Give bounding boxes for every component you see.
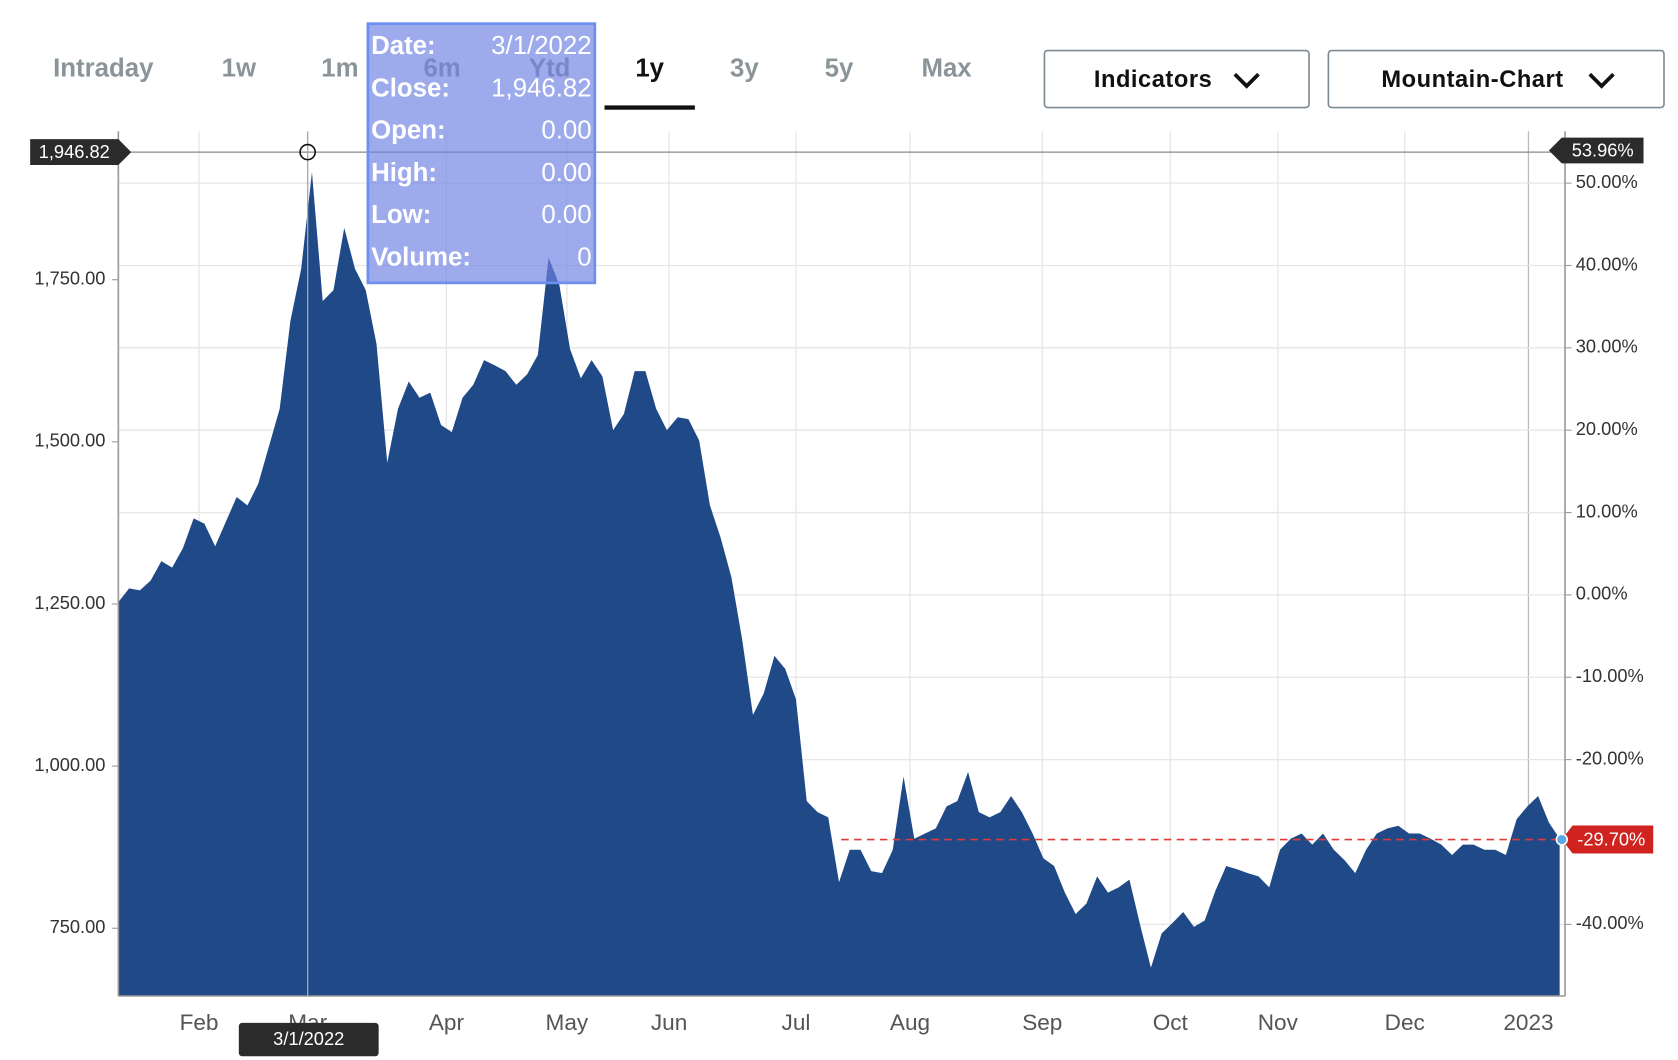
- axes: Feb Mar Apr May Jun Jul Aug Sep Oct Nov Dec 202350.…: [34, 131, 1644, 1035]
- x-tick-label: Feb: [180, 1010, 219, 1035]
- y-tick-label: 750.00: [50, 916, 106, 937]
- y2-tick-label: 30.00%: [1576, 336, 1638, 357]
- tooltip-value: 1,946.82: [491, 74, 591, 102]
- y2-tick-label: 0.00%: [1576, 583, 1628, 604]
- crosshair-price: 1,946.82: [39, 141, 110, 162]
- overlay: -29.70% 1,946.82 53.96% 3/1/2022 Date: 3/1/20…: [30, 22, 1654, 1057]
- x-tick-label: Jul: [782, 1010, 811, 1035]
- tooltip-value: 0.00: [541, 201, 591, 229]
- crosshair-date: 3/1/2022: [273, 1028, 344, 1049]
- x-tick-label: Oct: [1153, 1010, 1189, 1035]
- x-tick-label: Apr: [429, 1010, 465, 1035]
- crosshair-point: [299, 143, 316, 161]
- tab-underline: [604, 105, 695, 110]
- x-tick-label: 2023: [1503, 1010, 1553, 1035]
- y-tick-label: 1,250.00: [34, 592, 105, 613]
- tab[interactable]: 1y: [635, 55, 664, 83]
- x-tick-label: May: [546, 1010, 589, 1035]
- tooltip-key: High:: [371, 159, 437, 187]
- dropdown-label: Mountain-Chart: [1381, 67, 1563, 93]
- last-value-dot: [1555, 833, 1568, 846]
- tab[interactable]: 1m: [321, 55, 358, 83]
- y2-tick-label: -20.00%: [1576, 747, 1644, 768]
- y2-tick-label: 40.00%: [1576, 253, 1638, 274]
- chevron-icon: [1588, 72, 1615, 89]
- y2-tick-label: -40.00%: [1576, 912, 1644, 933]
- x-tick-label: Sep: [1022, 1010, 1062, 1035]
- last-value-badge: [1561, 825, 1654, 854]
- y-tick-label: 1,500.00: [34, 430, 105, 451]
- dropdown-button[interactable]: [1043, 49, 1310, 109]
- tab[interactable]: Intraday: [53, 55, 154, 83]
- x-tick-label: Aug: [890, 1010, 930, 1035]
- y-tick-label: 1,000.00: [34, 754, 105, 775]
- x-tick-label: Jun: [651, 1010, 687, 1035]
- tab[interactable]: Max: [921, 55, 972, 83]
- tooltip-value: 0: [577, 243, 591, 271]
- y2-tick-label: 20.00%: [1576, 418, 1638, 439]
- tooltip-key: Low:: [371, 201, 431, 229]
- change-badge: [1548, 137, 1644, 164]
- tooltip-key: Volume:: [371, 243, 471, 271]
- tooltip-value: 3/1/2022: [491, 32, 591, 60]
- y2-tick-label: 10.00%: [1576, 500, 1638, 521]
- price-badge: [30, 139, 132, 165]
- crosshair-change: 53.96%: [1572, 139, 1634, 160]
- tab[interactable]: 5y: [825, 55, 854, 83]
- tooltip-key: Close:: [371, 74, 450, 102]
- chevron-icon: [1233, 72, 1260, 89]
- y2-tick-label: -10.00%: [1576, 665, 1644, 686]
- x-tick-label: Dec: [1385, 1010, 1425, 1035]
- y-tick-label: 1,750.00: [34, 268, 105, 289]
- dropdown-button[interactable]: [1327, 49, 1665, 109]
- tooltip: [366, 22, 597, 285]
- tab[interactable]: 3y: [730, 55, 759, 83]
- x-tick-label: Nov: [1258, 1010, 1299, 1035]
- grid: [118, 131, 1566, 997]
- toolbar: Intraday1w1m6mYtd1y3y5yMaxIndicatorsMoun…: [53, 49, 1665, 110]
- plot: [118, 172, 1560, 997]
- tooltip-key: Date:: [371, 32, 436, 60]
- tab[interactable]: 1w: [222, 55, 257, 83]
- tooltip-key: Open:: [371, 117, 446, 145]
- dropdown-label: Indicators: [1094, 67, 1212, 93]
- tooltip-value: 0.00: [541, 159, 591, 187]
- tooltip-value: 0.00: [541, 117, 591, 145]
- y2-tick-label: 50.00%: [1576, 171, 1638, 192]
- area: [118, 172, 1560, 997]
- last-value-label: -29.70%: [1577, 828, 1645, 849]
- date-badge: [238, 1022, 379, 1057]
